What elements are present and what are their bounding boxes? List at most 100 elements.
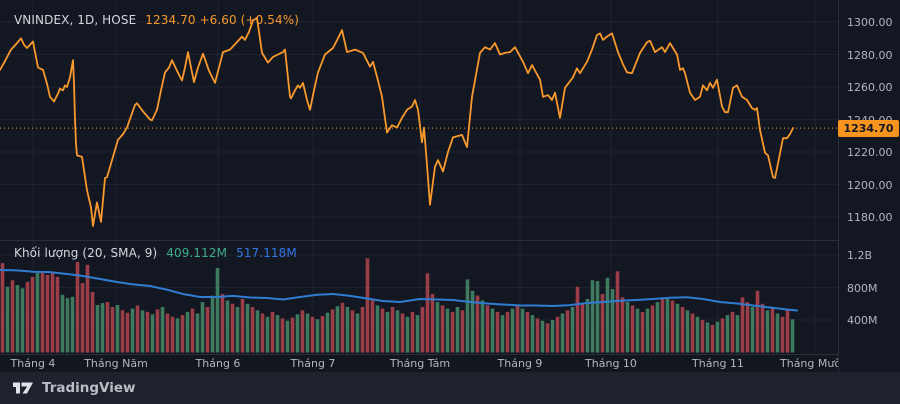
volume-bar (440, 305, 445, 353)
volume-bar (200, 302, 205, 353)
volume-bar (430, 294, 435, 353)
volume-bar (175, 318, 180, 353)
volume-pane-legend[interactable]: Khối lượng (20, SMA, 9) 409.112M 517.118… (14, 246, 297, 260)
volume-bar (10, 280, 15, 353)
volume-bar (570, 307, 575, 353)
volume-bar (345, 307, 350, 353)
volume-bar (755, 290, 760, 353)
volume-bar (125, 312, 130, 353)
volume-indicator-title: Khối lượng (20, SMA, 9) (14, 246, 158, 260)
volume-axis-tick: 1.2B (847, 249, 873, 262)
volume-bar (515, 305, 520, 353)
symbol-title: VNINDEX, 1D, HOSE (14, 13, 137, 27)
volume-bar (585, 298, 590, 353)
volume-bar (575, 286, 580, 353)
volume-bar (30, 276, 35, 353)
volume-bar (15, 285, 20, 353)
volume-bar (70, 296, 75, 353)
volume-bar (490, 308, 495, 353)
volume-bars (0, 258, 795, 353)
volume-bar (165, 313, 170, 353)
volume-bar (375, 305, 380, 353)
pane-separator[interactable] (0, 240, 900, 241)
volume-bar (245, 303, 250, 353)
volume-axis-tick: 800M (847, 281, 878, 295)
volume-bar (735, 315, 740, 353)
time-axis-tick: Tháng 6 (195, 357, 241, 370)
volume-bar (475, 295, 480, 353)
volume-bar (150, 314, 155, 353)
volume-bar (395, 310, 400, 353)
volume-bar (740, 297, 745, 353)
time-axis-tick: Tháng Mười h (780, 357, 843, 370)
volume-bar (370, 300, 375, 353)
volume-bar (280, 318, 285, 353)
volume-bar (330, 309, 335, 353)
volume-bar (720, 318, 725, 353)
tradingview-logo-icon[interactable] (12, 381, 34, 395)
volume-bar (545, 323, 550, 353)
volume-bar (305, 313, 310, 353)
volume-bar (635, 308, 640, 353)
volume-bar (260, 313, 265, 353)
price-axis-tick: 1280.00 (847, 48, 893, 62)
volume-bar (695, 316, 700, 353)
volume-bar (360, 307, 365, 353)
volume-bar (380, 308, 385, 353)
volume-bar (205, 307, 210, 353)
volume-bar (590, 280, 595, 353)
volume-bar (35, 272, 40, 353)
volume-bar (210, 295, 215, 353)
time-axis-separator (0, 354, 900, 355)
volume-bar (0, 263, 5, 353)
volume-bar (550, 320, 555, 353)
volume-bar (185, 311, 190, 353)
volume-bar (460, 310, 465, 353)
price-axis[interactable]: 1300.001280.001260.001240.001220.001200.… (838, 0, 900, 372)
volume-bar (630, 305, 635, 353)
volume-sma-line (0, 269, 798, 312)
volume-bar (20, 288, 25, 353)
time-axis[interactable]: Tháng 4 Tháng Năm Tháng 6 Tháng 7 Tháng Tám T… (0, 355, 900, 372)
volume-bar (75, 261, 80, 353)
volume-bar (85, 264, 90, 353)
chart-canvas[interactable] (0, 0, 838, 354)
volume-bar (145, 311, 150, 353)
volume-bar (65, 298, 70, 353)
volume-bar (595, 281, 600, 353)
volume-bar (675, 303, 680, 353)
volume-bar (775, 313, 780, 353)
volume-bar (625, 302, 630, 353)
volume-bar (140, 310, 145, 353)
volume-bar (730, 311, 735, 353)
volume-bar (320, 315, 325, 353)
volume-bar (170, 316, 175, 353)
volume-bar (715, 321, 720, 353)
price-axis-tick: 1180.00 (847, 211, 893, 224)
volume-bar (710, 324, 715, 353)
volume-bar (690, 313, 695, 353)
volume-bar (40, 272, 45, 353)
volume-bar (665, 297, 670, 353)
volume-bar (560, 313, 565, 353)
volume-bar (500, 315, 505, 353)
tradingview-brand-text[interactable]: TradingView (42, 380, 136, 396)
volume-bar (510, 308, 515, 353)
volume-bar (315, 319, 320, 353)
volume-bar (80, 283, 85, 353)
volume-bar (235, 307, 240, 353)
volume-bar (580, 303, 585, 353)
volume-bar (95, 305, 100, 353)
price-axis-tick: 1300.00 (847, 16, 893, 29)
price-pane-legend[interactable]: VNINDEX, 1D, HOSE 1234.70 +6.60 (+0.54%) (14, 13, 299, 27)
time-axis-labels: Tháng 4 Tháng Năm Tháng 6 Tháng 7 Tháng Tám T… (0, 355, 843, 372)
volume-bar (485, 305, 490, 353)
volume-bar (335, 306, 340, 353)
volume-bar (765, 310, 770, 353)
time-axis-tick: Tháng 7 (290, 357, 336, 370)
volume-bar (650, 305, 655, 353)
volume-bar (225, 300, 230, 353)
volume-bar (390, 307, 395, 353)
volume-bar (415, 315, 420, 353)
volume-bar (655, 302, 660, 353)
